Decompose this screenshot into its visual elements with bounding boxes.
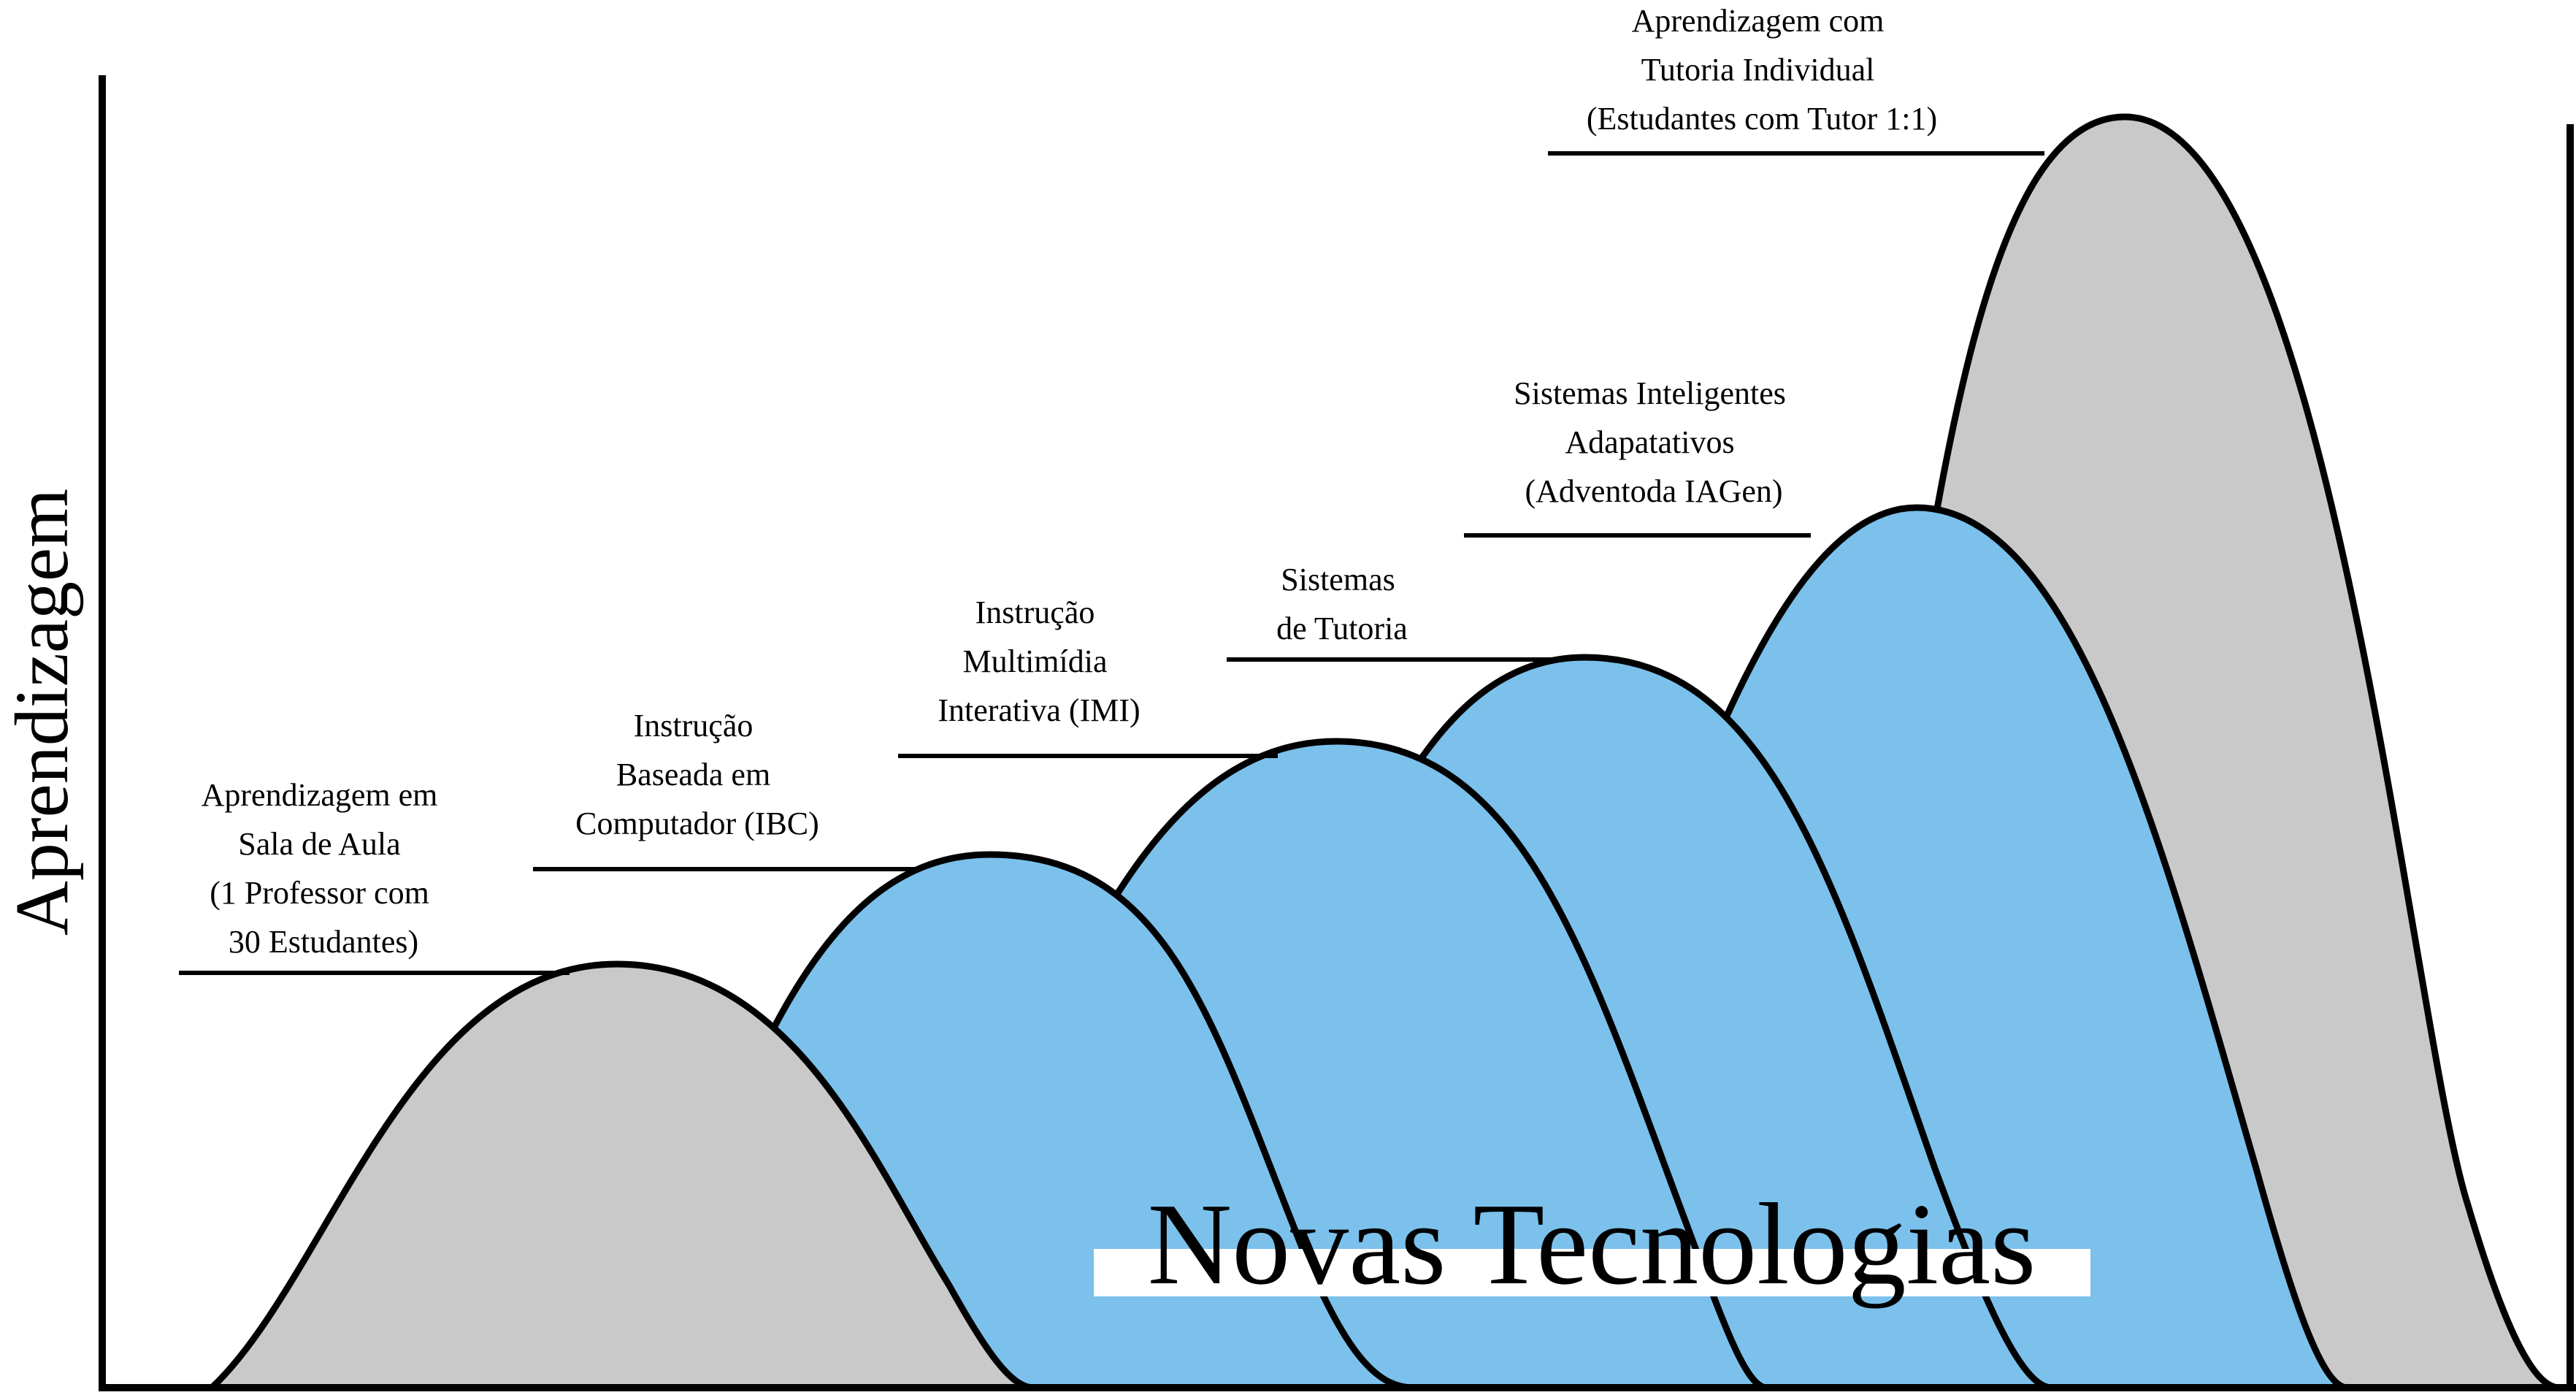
label-classroom: Aprendizagem em Sala de Aula (1 Professo… (202, 777, 446, 960)
label-classroom-line: Sala de Aula (238, 826, 400, 862)
label-adaptive-line: (Adventoda IAGen) (1525, 473, 1782, 509)
banner-title: Novas Tecnologias (1148, 1179, 2036, 1309)
label-individual-tutoring: Aprendizagem com Tutoria Individual (Est… (1587, 3, 1937, 137)
label-tutoring-systems: Sistemas de Tutoria (1276, 562, 1408, 646)
label-ibc-line: Computador (IBC) (575, 806, 819, 841)
label-individual-tutoring-line: Aprendizagem com (1632, 3, 1885, 39)
label-adaptive-line: Adapatativos (1565, 424, 1734, 460)
label-tutoring-systems-line: de Tutoria (1276, 611, 1408, 646)
axes (99, 75, 2576, 1391)
label-classroom-line: (1 Professor com (210, 875, 429, 911)
label-ibc-line: Baseada em (616, 757, 770, 792)
label-classroom-line: 30 Estudantes) (229, 924, 418, 960)
label-imi: Instrução Multimídia Interativa (IMI) (938, 595, 1140, 728)
label-imi-line: Interativa (IMI) (938, 692, 1140, 728)
label-individual-tutoring-line: (Estudantes com Tutor 1:1) (1587, 101, 1937, 137)
label-imi-line: Instrução (975, 595, 1095, 630)
humps-layer (208, 113, 2563, 1391)
y-axis-label: Aprendizagem (0, 489, 84, 936)
label-imi-line: Multimídia (963, 643, 1108, 679)
label-individual-tutoring-line: Tutoria Individual (1641, 52, 1875, 88)
banner-background (1094, 1249, 2090, 1296)
hump-classroom (208, 960, 1037, 1391)
label-tutoring-systems-line: Sistemas (1281, 562, 1395, 597)
label-ibc: Instrução Baseada em Computador (IBC) (575, 708, 819, 841)
new-technologies-banner: Novas Tecnologias (1094, 1179, 2090, 1309)
label-adaptive: Sistemas Inteligentes Adapatativos (Adve… (1514, 375, 1794, 509)
label-ibc-line: Instrução (634, 708, 754, 744)
stage-labels: Aprendizagem em Sala de Aula (1 Professo… (202, 3, 1938, 960)
label-adaptive-line: Sistemas Inteligentes (1514, 375, 1786, 411)
label-classroom-line: Aprendizagem em (202, 777, 438, 813)
leader-lines (179, 151, 2044, 975)
